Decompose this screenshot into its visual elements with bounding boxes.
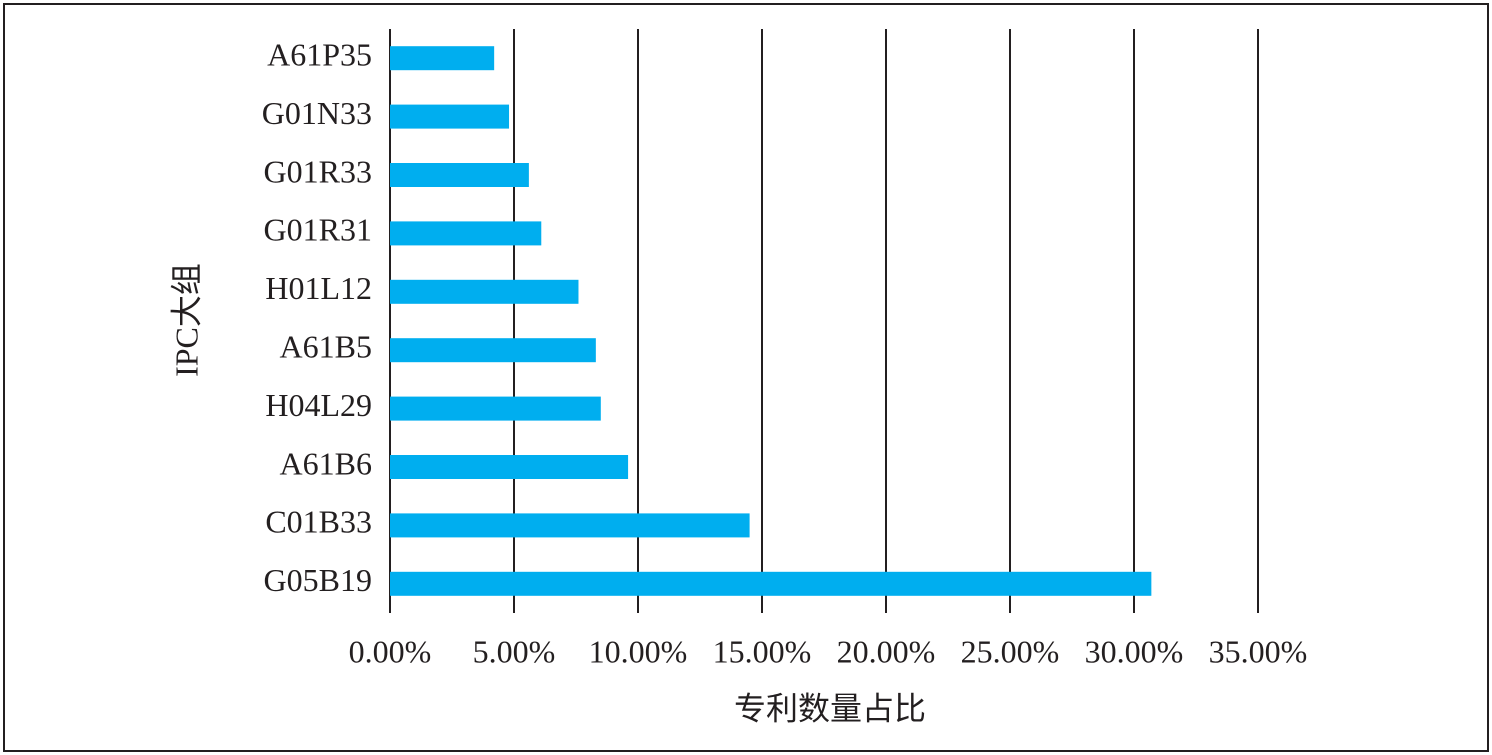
y-tick-label: C01B33 <box>265 504 372 540</box>
bar <box>390 163 529 187</box>
y-tick-label: G01N33 <box>262 95 372 131</box>
x-tick-label: 5.00% <box>473 633 556 669</box>
bar <box>390 396 601 421</box>
y-tick-label: H04L29 <box>265 387 372 423</box>
x-tick-label: 20.00% <box>837 633 936 669</box>
bar <box>390 513 750 538</box>
bar <box>390 221 542 246</box>
x-axis-title: 专利数量占比 <box>734 690 926 726</box>
bar <box>390 338 596 363</box>
y-tick-label: G01R33 <box>264 153 372 189</box>
y-tick-label: A61B5 <box>280 329 372 365</box>
y-tick-label: G01R31 <box>264 212 372 248</box>
x-tick-label: 15.00% <box>713 633 812 669</box>
y-tick-label: G05B19 <box>264 562 372 598</box>
x-tick-label: 35.00% <box>1209 633 1308 669</box>
y-tick-label: A61P35 <box>267 37 372 73</box>
x-tick-label: 0.00% <box>349 633 432 669</box>
bar <box>390 46 495 71</box>
bar <box>390 571 1152 596</box>
x-tick-label: 25.00% <box>961 633 1060 669</box>
x-tick-label: 30.00% <box>1085 633 1184 669</box>
y-axis-title: IPC大组 <box>168 263 204 377</box>
bar <box>390 104 510 129</box>
y-tick-label: A61B6 <box>280 445 372 481</box>
y-tick-label: H01L12 <box>265 270 372 306</box>
bar <box>390 279 579 304</box>
bar <box>390 455 629 479</box>
x-tick-label: 10.00% <box>589 633 688 669</box>
frame <box>3 3 1489 752</box>
